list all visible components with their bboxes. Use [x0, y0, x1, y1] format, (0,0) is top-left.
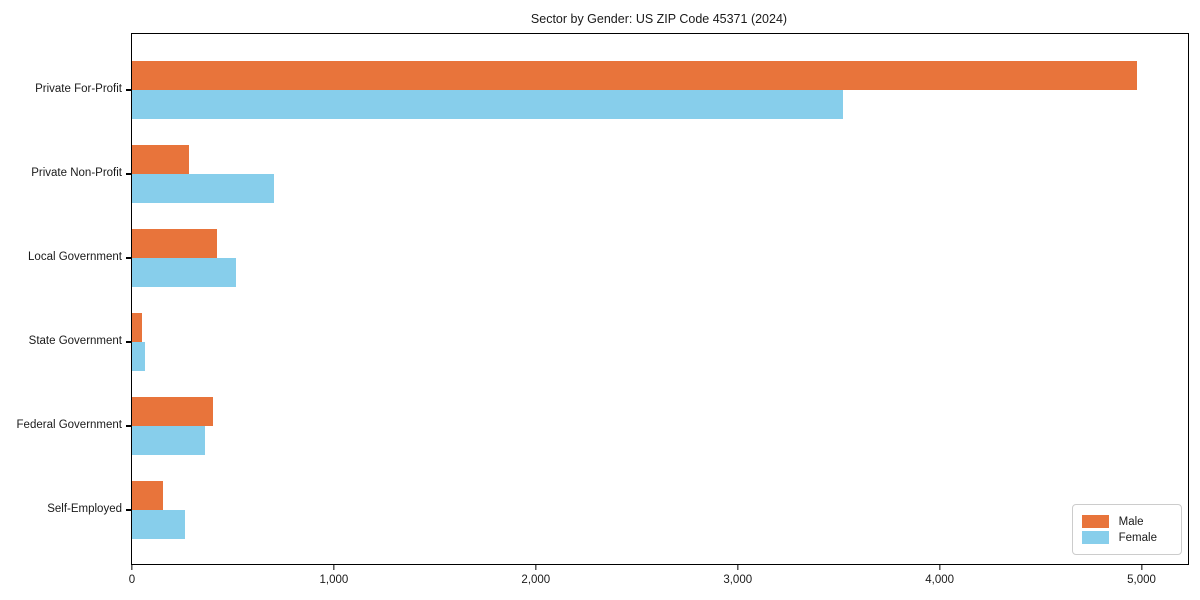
y-tick-label-state-government: State Government: [28, 335, 122, 347]
female-swatch-icon: [1081, 531, 1109, 544]
y-tick: [125, 341, 131, 343]
y-tick-label-private-for-profit: Private For-Profit: [35, 83, 122, 95]
y-tick: [125, 509, 131, 511]
y-tick-label-federal-government: Federal Government: [16, 419, 122, 431]
y-tick: [125, 257, 131, 259]
male-swatch-icon: [1081, 515, 1109, 528]
x-tick: [737, 565, 739, 570]
male-bar-private-for-profit: [132, 61, 1137, 90]
x-tick-label-1-000: 1,000: [319, 574, 349, 586]
chart-title: Sector by Gender: US ZIP Code 45371 (202…: [530, 12, 788, 26]
y-tick: [125, 425, 131, 427]
female-bar-state-government: [132, 342, 146, 371]
x-tick-label-0: 0: [128, 574, 136, 586]
x-tick-label-5-000: 5,000: [1127, 574, 1156, 586]
x-tick: [131, 565, 133, 570]
male-bar-federal-government: [132, 397, 213, 426]
x-tick: [938, 565, 941, 570]
female-bar-local-government: [132, 258, 236, 287]
legend: Male Female: [1071, 504, 1182, 555]
x-tick: [535, 565, 537, 570]
y-tick: [125, 89, 131, 91]
female-bar-self-employed: [132, 510, 185, 539]
legend-item-female: Female: [1081, 531, 1171, 544]
male-bar-self-employed: [132, 481, 164, 510]
male-bar-state-government: [132, 313, 143, 342]
legend-label-female: Female: [1118, 531, 1157, 544]
plot-area: 0 1,000 2,000 3,000 4,000 5,000 Male Female: [125, 33, 1189, 586]
male-bar-local-government: [132, 229, 217, 258]
female-bar-federal-government: [132, 426, 205, 455]
y-tick-label-private-non-profit: Private Non-Profit: [31, 167, 122, 179]
male-bar-private-non-profit: [132, 145, 189, 174]
y-tick-label-self-employed: Self-Employed: [47, 503, 122, 515]
x-tick: [1140, 565, 1143, 570]
x-tick-label-2-000: 2,000: [521, 574, 551, 586]
female-bar-private-non-profit: [132, 174, 275, 203]
y-tick-label-local-government: Local Government: [28, 251, 122, 263]
legend-item-male: Male: [1081, 515, 1171, 528]
x-tick: [333, 565, 335, 570]
x-tick-label-4-000: 4,000: [925, 574, 955, 586]
y-axis-labels: Private For-Profit Private Non-Profit Loca…: [0, 33, 122, 563]
x-tick-label-3-000: 3,000: [723, 574, 753, 586]
female-bar-private-for-profit: [132, 90, 843, 119]
y-tick: [125, 173, 131, 175]
legend-label-male: Male: [1118, 515, 1144, 528]
